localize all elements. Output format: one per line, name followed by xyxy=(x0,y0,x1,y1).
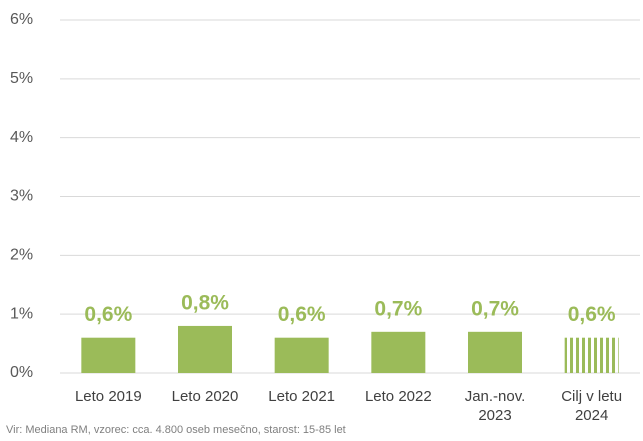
value-label: 0,6% xyxy=(278,303,326,326)
y-tick-label: 2% xyxy=(10,247,33,264)
y-tick-label: 3% xyxy=(10,188,33,205)
y-tick-label: 6% xyxy=(10,11,33,28)
x-tick-label: Leto 2020 xyxy=(171,388,239,405)
y-tick-label: 1% xyxy=(10,305,33,322)
x-tick-label: Leto 2022 xyxy=(364,388,432,405)
bar xyxy=(178,325,232,373)
x-tick-label: Jan.-nov. 2023 xyxy=(464,388,526,424)
value-label: 0,8% xyxy=(181,291,229,314)
y-tick-label: 4% xyxy=(10,129,33,146)
bar xyxy=(468,331,522,373)
source-note: Vir: Mediana RM, vzorec: cca. 4.800 oseb… xyxy=(6,424,346,436)
x-tick-label: Cilj v letu 2024 xyxy=(561,388,623,424)
value-label: 0,7% xyxy=(471,297,519,320)
y-tick-label: 0% xyxy=(10,364,33,381)
value-label: 0,7% xyxy=(374,297,422,320)
x-tick-label: Leto 2019 xyxy=(74,388,142,405)
y-tick-label: 5% xyxy=(10,70,33,87)
x-tick-label: Leto 2021 xyxy=(268,388,336,405)
bar xyxy=(274,337,329,373)
bar xyxy=(564,337,619,373)
bar xyxy=(371,331,426,373)
value-label: 0,6% xyxy=(568,303,616,326)
value-label: 0,6% xyxy=(84,303,132,326)
bar xyxy=(81,337,136,373)
